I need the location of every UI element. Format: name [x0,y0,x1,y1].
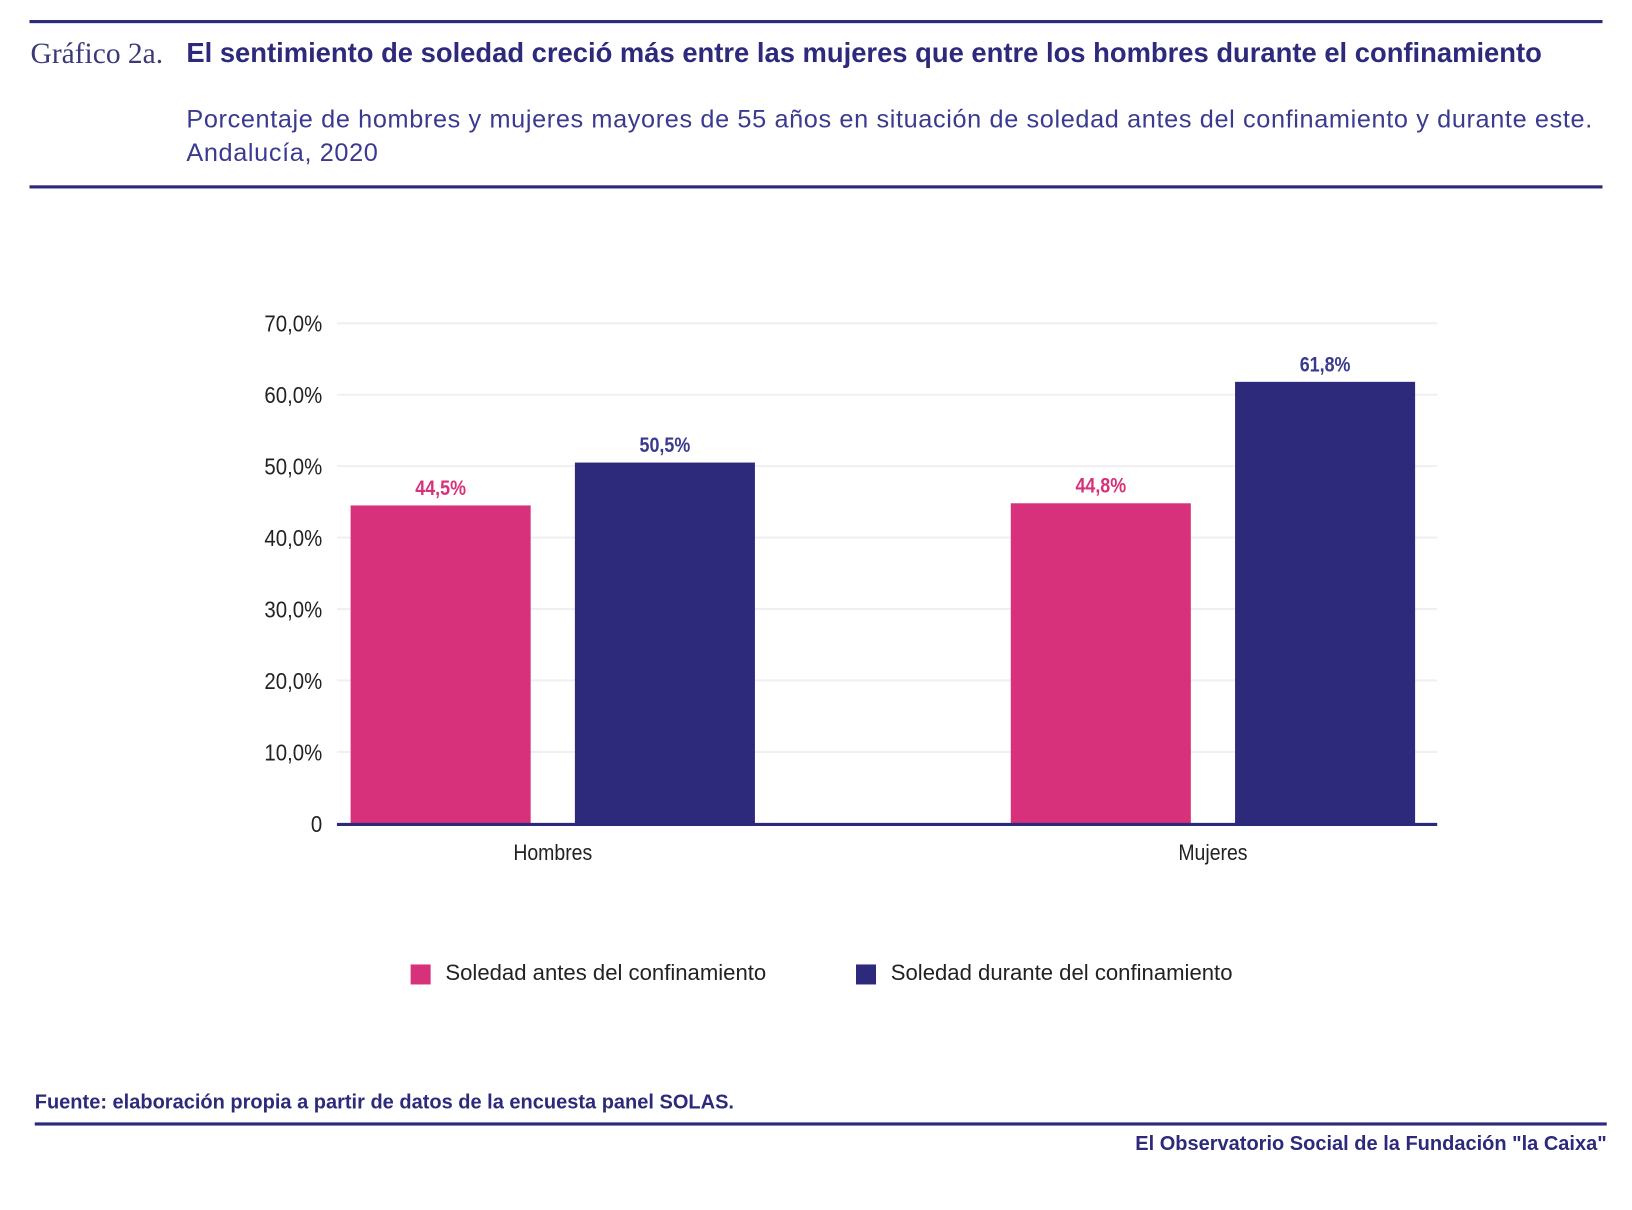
y-tick-label: 10,0% [264,739,322,766]
chart-title: El sentimiento de soledad creció más ent… [186,36,1542,69]
bar-chart: 0 10,0% 20,0% 30,0% 40,0% 50,0% 60,0% 70,0% 44,5… [264,310,1438,866]
y-tick-label: 30,0% [264,596,322,623]
legend-label: Soledad antes del confinamiento [445,961,767,986]
data-label: 44,8% [1075,474,1126,498]
header-rule [29,185,1603,189]
legend-swatch [856,963,877,984]
data-label: 50,5% [640,434,691,458]
y-tick-label: 20,0% [264,668,322,695]
y-tick-label: 70,0% [264,310,322,337]
y-tick-label: 0 [311,811,322,838]
data-label: 44,5% [415,477,466,501]
figure-number: Gráfico 2a. [30,37,164,71]
y-tick-label: 60,0% [264,382,322,409]
y-tick-label: 50,0% [264,453,322,480]
bar-mujeres-1 [1235,381,1416,824]
y-tick-label: 40,0% [264,525,322,552]
source-note: Fuente: elaboración propia a partir de d… [34,1091,734,1114]
top-rule [29,20,1603,24]
legend-item-durante: Soledad durante del confinamiento [856,961,1233,986]
x-tick-label: Mujeres [1178,841,1247,865]
bar-hombres-1 [574,462,755,824]
x-tick-label: Hombres [513,841,592,865]
data-label: 61,8% [1300,353,1351,377]
legend-item-antes: Soledad antes del confinamiento [410,961,767,986]
bar-hombres-0 [350,505,531,824]
chart-subtitle: Porcentaje de hombres y mujeres mayores … [186,105,1593,168]
brand-credit: El Observatorio Social de la Fundación "… [1135,1132,1607,1156]
footer-rule [34,1122,1607,1126]
bar-mujeres-0 [1010,503,1191,824]
legend-swatch [410,963,431,984]
legend-label: Soledad durante del confinamiento [890,961,1233,986]
